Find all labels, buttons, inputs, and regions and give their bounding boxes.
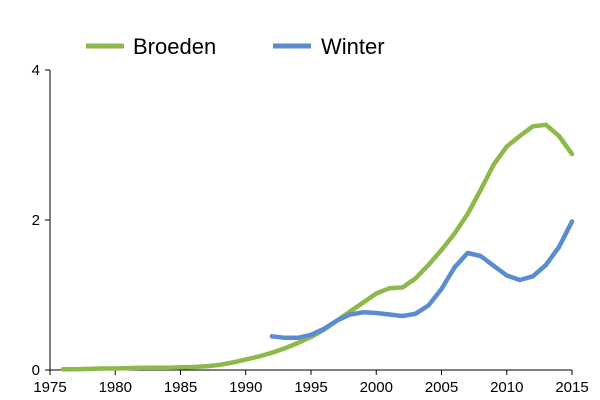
legend-label-winter: Winter [321, 34, 385, 59]
data-point-broeden [100, 366, 105, 371]
x-tick-label: 1985 [164, 379, 197, 396]
data-point-winter [504, 273, 509, 278]
data-point-broeden [74, 367, 79, 372]
data-point-broeden [152, 365, 157, 370]
data-point-broeden [204, 364, 209, 369]
data-point-winter [465, 251, 470, 255]
data-point-winter [348, 312, 353, 317]
tick-labels: 1975 1980 1985 1990 1995 2000 2005 2010 2015 0 2 4 [32, 62, 589, 396]
data-point-winter [282, 335, 287, 340]
data-point-broeden [61, 367, 66, 372]
data-point-broeden [387, 286, 392, 291]
data-point-broeden [178, 365, 183, 370]
data-point-winter [556, 245, 561, 249]
data-point-broeden [413, 276, 418, 281]
data-point-broeden [361, 300, 366, 305]
data-point-broeden [87, 366, 92, 371]
data-point-winter [452, 265, 457, 270]
y-tick-label: 4 [32, 62, 40, 79]
data-point-winter [530, 274, 535, 279]
data-point-broeden [400, 285, 405, 290]
data-point-winter [413, 311, 418, 316]
data-point-winter [309, 332, 313, 337]
data-point-winter [374, 311, 379, 315]
data-point-broeden [217, 362, 222, 367]
data-point-winter [478, 254, 483, 258]
legend: Broeden Winter [86, 34, 385, 59]
data-point-winter [335, 318, 340, 323]
x-tick-label: 1995 [294, 379, 327, 396]
data-point-broeden [374, 291, 379, 296]
x-tick-label: 2015 [555, 379, 588, 396]
data-point-winter [295, 335, 300, 340]
data-point-broeden [556, 134, 561, 138]
series-line-winter [269, 219, 575, 341]
data-point-broeden [230, 360, 235, 365]
data-point-broeden [517, 134, 522, 138]
data-point-winter [426, 303, 431, 308]
x-tick-label: 1990 [229, 379, 262, 396]
data-point-winter [269, 334, 274, 339]
data-point-broeden [113, 366, 118, 371]
data-point-winter [517, 278, 522, 282]
data-point-winter [439, 287, 444, 291]
data-point-winter [400, 314, 405, 318]
axes [45, 69, 573, 375]
data-point-winter [361, 310, 366, 315]
data-point-winter [491, 263, 496, 268]
data-point-winter [570, 219, 574, 224]
plot-area [60, 122, 575, 372]
data-point-broeden [243, 357, 248, 362]
data-point-broeden [191, 365, 196, 369]
data-point-broeden [478, 188, 483, 192]
data-point-broeden [126, 366, 131, 371]
data-point-broeden [452, 231, 457, 236]
data-point-broeden [570, 152, 574, 156]
y-tick-label: 2 [32, 212, 40, 229]
data-point-broeden [139, 365, 144, 370]
data-point-broeden [439, 248, 444, 252]
data-point-broeden [295, 341, 300, 345]
data-point-winter [387, 312, 392, 317]
x-tick-label: 2000 [360, 379, 393, 396]
data-point-winter [543, 263, 548, 267]
y-tick-label: 0 [32, 362, 40, 379]
x-tick-label: 1975 [33, 379, 66, 396]
x-tick-label: 2010 [490, 379, 523, 396]
data-point-broeden [165, 365, 170, 370]
data-point-broeden [543, 122, 548, 127]
data-point-winter [322, 326, 327, 331]
data-point-broeden [530, 124, 535, 129]
data-point-broeden [282, 346, 287, 351]
x-tick-label: 2005 [425, 379, 458, 396]
data-point-broeden [504, 144, 509, 149]
data-point-broeden [491, 162, 496, 167]
data-point-broeden [465, 212, 470, 216]
x-tick-label: 1980 [99, 379, 132, 396]
data-point-broeden [269, 350, 274, 355]
legend-label-broeden: Broeden [133, 34, 216, 59]
data-point-broeden [426, 263, 431, 267]
data-point-broeden [256, 354, 261, 359]
